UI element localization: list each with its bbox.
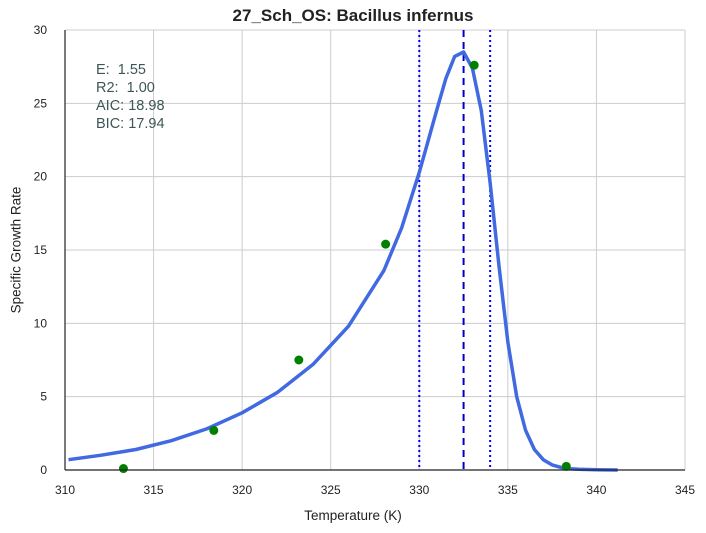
x-tick-label: 345 (675, 483, 695, 497)
stat-r2: R2: 1.00 (96, 80, 155, 96)
y-tick-label: 10 (34, 316, 48, 330)
fit-statistics: E: 1.55 R2: 1.00 AIC: 18.98 BIC: 17.94 (96, 61, 165, 133)
fit-curve-group (68, 50, 618, 472)
y-tick-label: 15 (34, 243, 48, 257)
y-tick-label: 25 (34, 96, 48, 110)
vertical-lines (418, 30, 492, 470)
y-tick-label: 0 (40, 463, 47, 477)
x-tick-label: 330 (409, 483, 429, 497)
stat-e: E: 1.55 (96, 62, 146, 78)
y-tick-label: 20 (34, 170, 48, 184)
tick-labels: 310 315 320 325 330 335 340 345 0 5 10 15 20 25 30 (34, 23, 696, 497)
grid (64, 29, 686, 471)
data-points (118, 60, 571, 474)
chart-title: 27_Sch_OS: Bacillus infernus (232, 6, 474, 25)
y-tick-label: 5 (40, 390, 47, 404)
data-point (469, 60, 479, 70)
x-tick-label: 320 (232, 483, 252, 497)
x-tick-label: 325 (321, 483, 341, 497)
stat-bic: BIC: 17.94 (96, 116, 165, 132)
x-axis-label: Temperature (K) (304, 508, 402, 523)
axes (64, 30, 685, 471)
data-point (561, 461, 571, 471)
data-point (381, 239, 391, 249)
stat-aic: AIC: 18.98 (96, 98, 165, 114)
y-tick-label: 30 (34, 23, 48, 37)
data-point (294, 355, 304, 365)
data-point (118, 464, 128, 474)
x-tick-label: 310 (55, 483, 75, 497)
x-tick-label: 340 (586, 483, 606, 497)
data-point (209, 425, 219, 435)
x-tick-label: 315 (144, 483, 164, 497)
x-tick-label: 335 (498, 483, 518, 497)
fit-curve (68, 50, 618, 472)
